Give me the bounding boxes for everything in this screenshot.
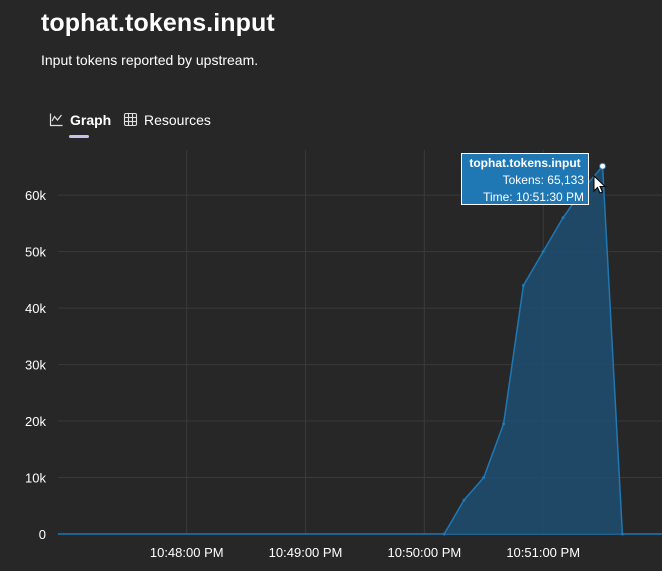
series-line bbox=[443, 164, 624, 535]
y-tick-label: 20k bbox=[25, 414, 46, 429]
y-tick-label: 50k bbox=[25, 245, 46, 260]
data-point bbox=[561, 216, 565, 220]
y-tick-label: 30k bbox=[25, 358, 46, 373]
x-tick-label: 10:50:00 PM bbox=[388, 545, 462, 560]
page-description: Input tokens reported by upstream. bbox=[41, 52, 259, 68]
x-tick-label: 10:49:00 PM bbox=[269, 545, 343, 560]
y-tick-label: 10k bbox=[25, 471, 46, 486]
y-tick-label: 40k bbox=[25, 301, 46, 316]
selected-tab-indicator bbox=[69, 135, 89, 138]
data-point bbox=[620, 532, 624, 536]
x-tick-label: 10:48:00 PM bbox=[150, 545, 224, 560]
data-point bbox=[521, 284, 525, 288]
data-point bbox=[462, 498, 466, 502]
tooltip-title: tophat.tokens.input bbox=[469, 156, 581, 170]
y-tick-label: 0 bbox=[39, 527, 46, 542]
tab-resources[interactable]: Resources bbox=[123, 110, 211, 140]
data-point bbox=[442, 532, 446, 536]
mouse-pointer-icon bbox=[593, 175, 607, 194]
page-title: tophat.tokens.input bbox=[41, 9, 275, 37]
data-point bbox=[541, 250, 545, 254]
chart-icon bbox=[49, 113, 63, 127]
x-tick-label: 10:51:00 PM bbox=[506, 545, 580, 560]
tooltip-time: Time: 10:51:30 PM bbox=[483, 190, 584, 204]
y-tick-label: 60k bbox=[25, 188, 46, 203]
tooltip-value: Tokens: 65,133 bbox=[502, 173, 584, 187]
data-point bbox=[482, 476, 486, 480]
tab-graph[interactable]: Graph bbox=[49, 110, 111, 140]
grid-icon bbox=[123, 112, 138, 127]
tokens-area-chart[interactable]: 0 10k 20k 30k 40k 50k 60k 10:48:00 PM 10:49:00 P… bbox=[0, 150, 662, 571]
chart-tooltip: tophat.tokens.input Tokens: 65,133 Time:… bbox=[461, 153, 589, 205]
highlighted-data-point bbox=[599, 162, 607, 170]
tab-graph-label: Graph bbox=[70, 112, 112, 128]
series-area bbox=[444, 166, 623, 534]
data-point bbox=[502, 422, 506, 426]
tab-resources-label: Resources bbox=[144, 112, 211, 128]
